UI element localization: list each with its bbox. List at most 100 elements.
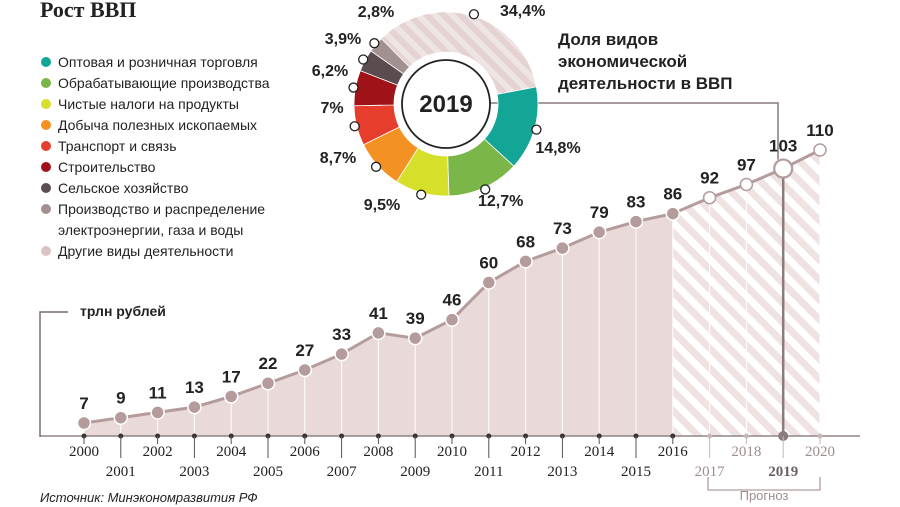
x-tick-label-2001: 2001 bbox=[106, 464, 136, 480]
donut-marker-0 bbox=[531, 124, 542, 135]
data-point-2020 bbox=[813, 143, 827, 157]
data-label-2017: 92 bbox=[700, 169, 719, 188]
donut-center bbox=[401, 59, 491, 149]
legend-marker-3 bbox=[41, 120, 51, 130]
x-tick-label-2010: 2010 bbox=[437, 444, 467, 460]
x-tick-label-2009: 2009 bbox=[400, 464, 430, 480]
donut-marker-2 bbox=[416, 189, 427, 200]
x-tick-label-2017: 2017 bbox=[695, 464, 726, 480]
data-point-2010 bbox=[444, 312, 460, 327]
data-label-2018: 97 bbox=[737, 155, 756, 174]
x-tick-label-2008: 2008 bbox=[363, 444, 393, 460]
data-label-2010: 46 bbox=[443, 291, 462, 310]
donut-connector bbox=[480, 102, 779, 160]
donut-title-line-0: Доля видов bbox=[558, 30, 658, 49]
legend-marker-8 bbox=[41, 246, 51, 256]
forecast-bracket bbox=[707, 477, 821, 491]
donut-center-label: 2019 bbox=[419, 91, 472, 118]
data-label-2013: 73 bbox=[553, 219, 572, 238]
legend-label-7-line2: электроэнергии, газа и воды bbox=[58, 222, 243, 238]
data-point-2014 bbox=[591, 224, 607, 240]
unit-label: трлн рублей bbox=[80, 303, 166, 319]
x-tick-label-2011: 2011 bbox=[474, 464, 503, 480]
x-tick-label-2016: 2016 bbox=[658, 444, 689, 460]
data-point-2006 bbox=[297, 362, 313, 378]
donut-label-2: 9,5% bbox=[364, 197, 400, 214]
data-label-2001: 9 bbox=[116, 389, 125, 408]
data-point-2012 bbox=[518, 254, 533, 269]
x-tick-label-2014: 2014 bbox=[584, 444, 615, 460]
x-tick-label-2018: 2018 bbox=[731, 444, 761, 460]
data-label-2014: 79 bbox=[590, 203, 609, 222]
donut-label-7: 2,8% bbox=[358, 4, 394, 21]
data-label-2003: 13 bbox=[185, 378, 204, 397]
data-point-2005 bbox=[260, 375, 276, 391]
data-point-2015 bbox=[628, 214, 644, 229]
chart-title: Рост ВВП bbox=[40, 0, 136, 22]
legend-label-1: Обрабатывающие производства bbox=[58, 75, 270, 91]
data-label-2008: 41 bbox=[369, 304, 388, 323]
donut-label-0: 14,8% bbox=[535, 140, 580, 157]
x-tick-label-2015: 2015 bbox=[621, 464, 651, 480]
donut-marker-5 bbox=[348, 82, 359, 93]
legend-marker-1 bbox=[41, 78, 51, 88]
legend-label-2: Чистые налоги на продукты bbox=[58, 96, 239, 112]
data-label-2005: 22 bbox=[259, 354, 278, 373]
data-point-2016 bbox=[665, 206, 681, 221]
x-tick-label-2000: 2000 bbox=[69, 444, 99, 460]
data-point-2018 bbox=[739, 177, 754, 192]
data-label-2015: 83 bbox=[627, 193, 646, 212]
data-point-2009 bbox=[407, 330, 423, 346]
donut-title-line-1: экономической bbox=[558, 52, 687, 71]
donut-slice-hatch bbox=[381, 12, 537, 95]
x-tick-label-2005: 2005 bbox=[253, 464, 283, 480]
data-label-2009: 39 bbox=[406, 309, 425, 328]
data-point-2008 bbox=[371, 325, 386, 341]
x-tick-label-2006: 2006 bbox=[290, 444, 321, 460]
data-point-2007 bbox=[334, 346, 349, 362]
donut-marker-8 bbox=[468, 9, 480, 20]
legend-label-8: Другие виды деятельности bbox=[58, 243, 233, 259]
donut-marker-7 bbox=[369, 38, 380, 49]
legend-label-5: Строительство bbox=[58, 159, 156, 175]
donut-marker-1 bbox=[480, 184, 491, 195]
donut-marker-6 bbox=[358, 54, 369, 65]
forecast-label: Прогноз bbox=[740, 488, 789, 503]
x-tick-label-2019: 2019 bbox=[768, 464, 798, 480]
donut-title-line-2: деятельности в ВВП bbox=[558, 74, 733, 93]
data-point-2017 bbox=[702, 190, 717, 205]
data-point-2001 bbox=[113, 410, 129, 425]
data-point-2013 bbox=[555, 240, 570, 256]
area-chart: 7 2000 9 2001 11 2002 13 2003 17 2004 22 2005 27 2006… bbox=[40, 102, 860, 480]
data-label-2016: 86 bbox=[663, 185, 682, 204]
legend-marker-6 bbox=[41, 183, 51, 193]
legend-label-0: Оптовая и розничная торговля bbox=[58, 54, 258, 70]
x-tick-label-2003: 2003 bbox=[179, 464, 209, 480]
x-tick-label-2013: 2013 bbox=[547, 464, 577, 480]
data-point-2011 bbox=[481, 275, 497, 290]
legend-marker-2 bbox=[41, 99, 51, 109]
donut-chart: 14,8% 12,7% 9,5% 8,7% 7% 6,2% 3,9% 2,8% 34,4% 201… bbox=[312, 3, 733, 214]
legend-label-4: Транспорт и связь bbox=[58, 138, 177, 154]
x-tick-label-2002: 2002 bbox=[143, 444, 173, 460]
x-tick-label-2004: 2004 bbox=[216, 444, 247, 460]
legend-label-7: Производство и распределение bbox=[58, 201, 265, 217]
data-label-2007: 33 bbox=[332, 325, 351, 344]
donut-marker-3 bbox=[370, 161, 382, 172]
donut-label-4: 7% bbox=[320, 100, 343, 117]
legend-marker-7 bbox=[41, 204, 51, 214]
data-label-2011: 60 bbox=[479, 254, 498, 273]
data-label-2004: 17 bbox=[222, 367, 241, 386]
data-point-2003 bbox=[187, 399, 202, 415]
data-point-2019 bbox=[773, 158, 794, 179]
data-label-2012: 68 bbox=[516, 232, 535, 251]
donut-label-5: 6,2% bbox=[312, 63, 348, 80]
x-tick-label-2007: 2007 bbox=[327, 464, 358, 480]
data-point-2004 bbox=[223, 389, 239, 404]
donut-label-8: 34,4% bbox=[500, 3, 545, 20]
legend-marker-0 bbox=[41, 57, 51, 67]
legend-label-3: Добыча полезных ископаемых bbox=[58, 117, 257, 133]
legend: Оптовая и розничная торговля Обрабатывающ… bbox=[41, 54, 270, 259]
legend-marker-4 bbox=[41, 141, 51, 151]
